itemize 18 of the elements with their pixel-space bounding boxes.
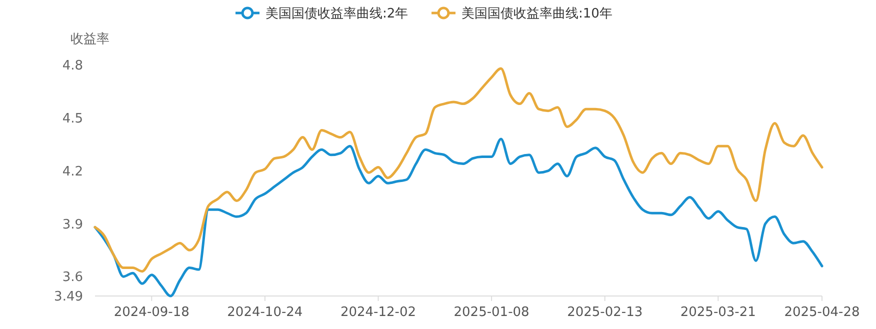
x-tick-label: 2025-04-28 <box>784 305 860 320</box>
x-tick-label: 2025-02-13 <box>567 305 643 320</box>
y-tick-label: 3.6 <box>62 270 83 286</box>
x-tick-label: 2025-01-08 <box>454 305 530 320</box>
y-tick-label: 4.2 <box>62 164 83 180</box>
y-tick-label: 3.9 <box>62 217 83 232</box>
x-tick-label: 2024-09-18 <box>114 305 190 320</box>
x-tick-label: 2025-03-21 <box>680 305 756 320</box>
y-tick-label: 4.8 <box>62 58 83 74</box>
x-tick-label: 2024-12-02 <box>340 305 416 320</box>
line-series <box>94 67 824 273</box>
x-tick-label: 2024-10-24 <box>227 305 303 320</box>
y-axis-title: 收益率 <box>70 31 110 47</box>
legend-label: 美国国债收益率曲线:10年 <box>462 6 612 22</box>
y-tick-label: 4.5 <box>62 111 83 126</box>
y-tick-label: 3.49 <box>54 290 83 305</box>
legend-label: 美国国债收益率曲线:2年 <box>266 6 408 22</box>
line-series <box>94 138 824 298</box>
